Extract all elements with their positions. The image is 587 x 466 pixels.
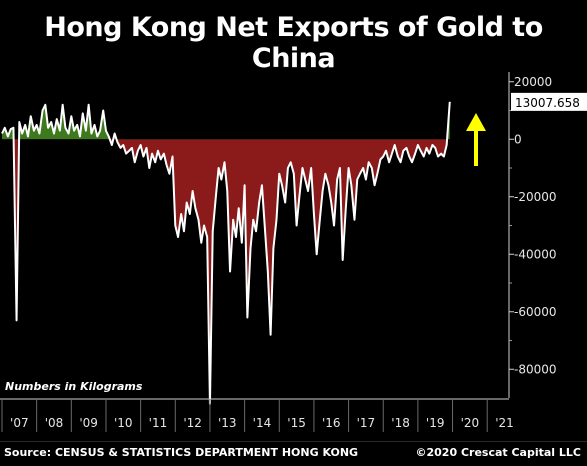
y-tick-label: 20000 xyxy=(514,75,552,89)
x-tick-label: '17 xyxy=(357,416,376,430)
y-axis: 20000 0 -20000 -40000 -60000 -80000 xyxy=(508,72,557,398)
y-tick-label: 0 xyxy=(514,132,522,146)
x-tick-label: '11 xyxy=(149,416,168,430)
last-value-label: 13007.658 xyxy=(511,92,587,111)
units-note: Numbers in Kilograms xyxy=(5,380,143,393)
chart-plot: 20000 0 -20000 -40000 -60000 -80000 '07 '08 '09… xyxy=(0,72,587,432)
x-tick-label: '09 xyxy=(79,416,98,430)
x-tick-label: '19 xyxy=(426,416,445,430)
y-tick-label: -80000 xyxy=(514,362,557,376)
last-value-box xyxy=(511,92,587,111)
x-tick-label: '16 xyxy=(322,416,341,430)
x-tick-label: '07 xyxy=(10,416,29,430)
negative-area xyxy=(2,139,450,404)
copyright-text: ©2020 Crescat Capital LLC xyxy=(415,446,582,459)
positive-area xyxy=(2,101,450,140)
x-tick-label: '12 xyxy=(183,416,202,430)
series-line xyxy=(1,101,451,405)
positive-fill xyxy=(2,101,450,140)
up-arrow-icon xyxy=(466,113,486,166)
footer-bar xyxy=(0,441,587,466)
arrow-head xyxy=(466,113,486,131)
y-tick-label: -40000 xyxy=(514,247,557,261)
x-tick-label: '20 xyxy=(461,416,480,430)
x-tick-label: '15 xyxy=(287,416,306,430)
source-text: Source: CENSUS & STATISTICS DEPARTMENT H… xyxy=(4,446,359,459)
x-tick-label: '13 xyxy=(218,416,237,430)
negative-fill xyxy=(2,139,450,404)
x-tick-label: '21 xyxy=(495,416,514,430)
x-tick-label: '18 xyxy=(391,416,410,430)
x-tick-label: '08 xyxy=(45,416,64,430)
x-axis: '07 '08 '09 '10 '11 '12 '13 '14 '15 '16 '17 '18 '19 '… xyxy=(0,398,514,432)
last-value-text: 13007.658 xyxy=(515,96,580,110)
y-tick-label: -20000 xyxy=(514,190,557,204)
series-line-path xyxy=(1,101,451,405)
chart-title: Hong Kong Net Exports of Gold to China xyxy=(44,12,543,74)
x-tick-label: '10 xyxy=(114,416,133,430)
y-tick-label: -60000 xyxy=(514,305,557,319)
x-tick-label: '14 xyxy=(253,416,272,430)
